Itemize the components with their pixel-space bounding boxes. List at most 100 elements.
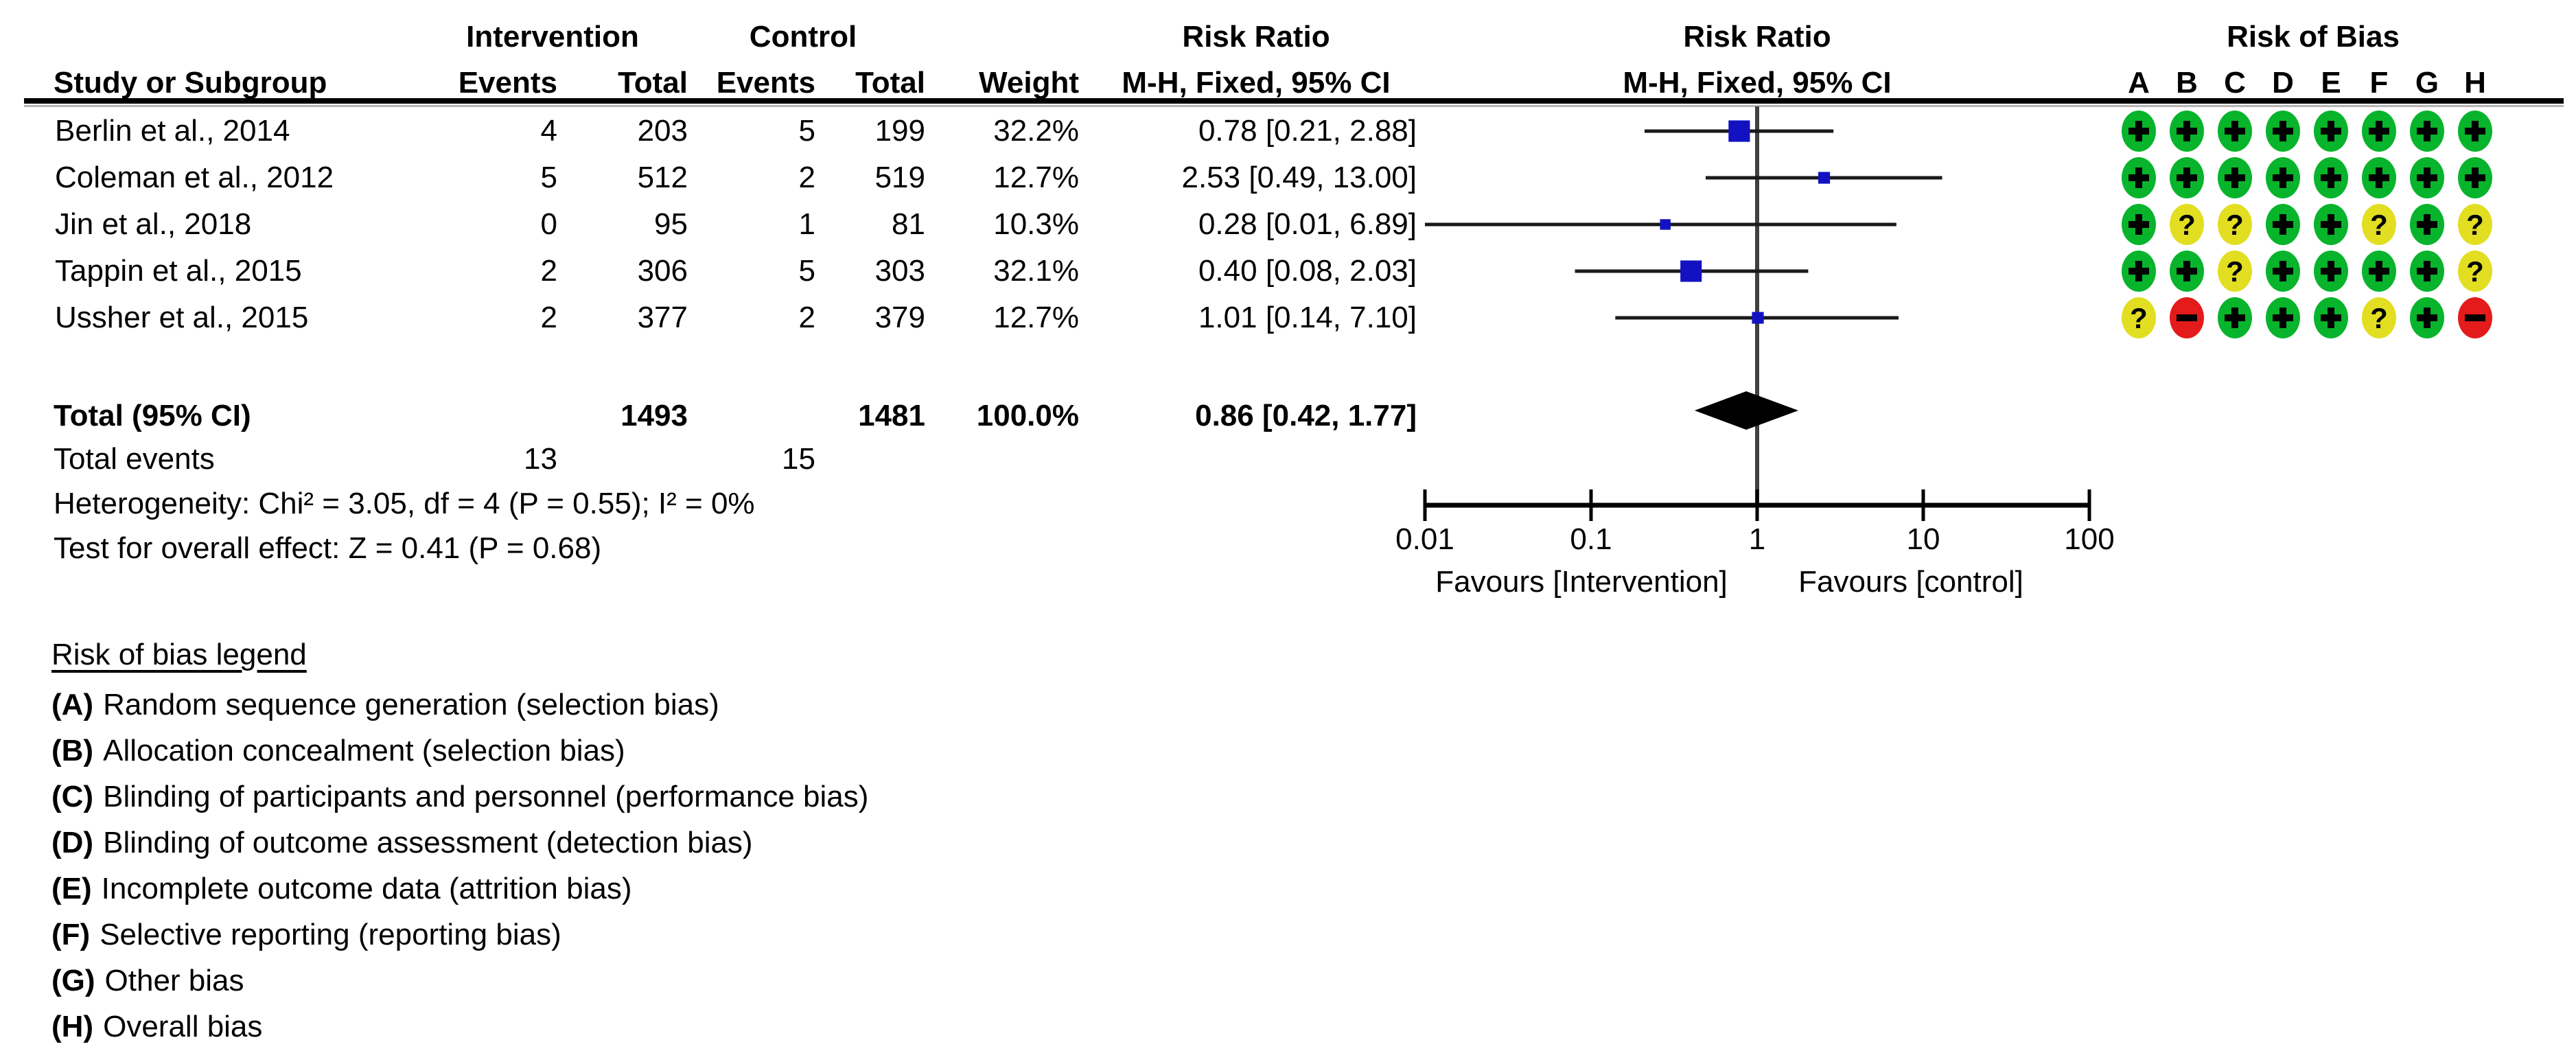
group-header-control: Control: [749, 20, 857, 54]
rob-plus-icon: [2424, 121, 2430, 141]
rob-low-risk-circle: [2170, 251, 2204, 292]
rob-unclear-risk-circle: [2458, 251, 2492, 292]
rob-low-risk-circle: [2266, 111, 2300, 152]
rob-plus-icon: [2328, 121, 2334, 141]
total-rr-ci: 0.86 [0.42, 1.77]: [1195, 399, 1417, 432]
study-cell-total_int: 95: [654, 207, 688, 241]
rob-plus-icon: [2424, 261, 2430, 281]
rob-unclear-risk-circle: [2458, 204, 2492, 245]
rob-unclear-risk-circle: [2362, 204, 2396, 245]
rob-plus-icon: [2225, 128, 2245, 135]
rob-unclear-risk-circle: [2218, 204, 2252, 245]
header-rule-shadow: [24, 105, 2564, 107]
rob-legend-title: Risk of bias legend: [51, 638, 307, 671]
study-cell-events_ctrl: 2: [798, 161, 815, 194]
rob-low-risk-circle: [2362, 251, 2396, 292]
rob-plus-icon: [2279, 167, 2286, 188]
rob-low-risk-circle: [2410, 204, 2444, 245]
x-axis-tick-label: 100: [2064, 522, 2114, 556]
rob-low-risk-circle: [2122, 204, 2156, 245]
rob-legend-item-key: (A): [51, 688, 94, 721]
study-label: Berlin et al., 2014: [55, 114, 290, 148]
rob-plus-icon: [2465, 128, 2485, 135]
rob-low-risk-circle: [2170, 157, 2204, 198]
group-header-intervention: Intervention: [466, 20, 639, 54]
heterogeneity-stats: Heterogeneity: Chi² = 3.05, df = 4 (P = …: [54, 487, 755, 520]
study-cell-events_ctrl: 5: [798, 254, 815, 288]
rob-plus-icon: [2279, 121, 2286, 141]
rob-plus-icon: [2177, 174, 2197, 181]
rob-plus-icon: [2369, 268, 2389, 275]
effect-square: [1660, 219, 1671, 230]
rob-plus-icon: [2369, 174, 2389, 181]
rob-plus-icon: [2369, 128, 2389, 135]
total-weight: 100.0%: [976, 399, 1079, 432]
rob-legend-item: (F) Selective reporting (reporting bias): [51, 918, 561, 951]
rob-plus-icon: [2273, 128, 2293, 135]
rob-plus-icon: [2279, 214, 2286, 235]
rob-plus-icon: [2417, 314, 2437, 321]
effect-square: [1728, 120, 1750, 142]
rob-column-letter: H: [2464, 66, 2486, 100]
rob-plus-icon: [2177, 268, 2197, 275]
x-axis-tick-label: 10: [1907, 522, 1940, 556]
total-events-label: Total events: [54, 442, 215, 476]
rob-unclear-risk-circle: [2170, 204, 2204, 245]
total-events-intervention: 13: [524, 442, 557, 476]
rob-low-risk-circle: [2122, 251, 2156, 292]
rob-plus-icon: [2231, 167, 2238, 188]
rob-plus-icon: [2328, 308, 2334, 328]
study-cell-weight: 12.7%: [993, 301, 1079, 334]
total-row-label: Total (95% CI): [54, 399, 251, 432]
rob-legend-item: (H) Overall bias: [51, 1010, 262, 1043]
rob-question-icon: ?: [2130, 302, 2148, 334]
rob-legend-item-text: Selective reporting (reporting bias): [100, 918, 561, 951]
rob-low-risk-circle: [2410, 297, 2444, 338]
rob-low-risk-circle: [2410, 157, 2444, 198]
rob-legend-item-key: (E): [51, 872, 92, 905]
col-header-study: Study or Subgroup: [54, 66, 327, 100]
study-cell-events_ctrl: 5: [798, 114, 815, 148]
rob-plus-icon: [2279, 308, 2286, 328]
rob-plus-icon: [2424, 214, 2430, 235]
rob-legend-item-text: Allocation concealment (selection bias): [103, 734, 625, 767]
rob-low-risk-circle: [2218, 111, 2252, 152]
rob-question-icon: ?: [2370, 302, 2388, 334]
favours-left-label: Favours [Intervention]: [1435, 565, 1728, 599]
rob-plus-icon: [2135, 167, 2142, 188]
rob-question-icon: ?: [2466, 255, 2484, 288]
rob-question-icon: ?: [2466, 209, 2484, 241]
study-cell-rr_text: 0.40 [0.08, 2.03]: [1198, 254, 1417, 288]
rob-low-risk-circle: [2458, 111, 2492, 152]
study-cell-total_ctrl: 303: [874, 254, 925, 288]
rob-low-risk-circle: [2122, 157, 2156, 198]
rob-legend-item-text: Random sequence generation (selection bi…: [103, 688, 719, 721]
rob-plus-icon: [2376, 121, 2382, 141]
rob-column-letter: F: [2369, 66, 2389, 100]
study-cell-total_ctrl: 379: [874, 301, 925, 334]
study-cell-rr_text: 0.28 [0.01, 6.89]: [1198, 207, 1417, 241]
rob-plus-icon: [2472, 167, 2479, 188]
col-header-total-control: Total: [855, 66, 925, 100]
rob-low-risk-circle: [2362, 157, 2396, 198]
rob-plus-icon: [2128, 128, 2149, 135]
x-axis-tick-label: 0.1: [1570, 522, 1612, 556]
rob-column-letter: D: [2272, 66, 2294, 100]
rob-low-risk-circle: [2314, 157, 2348, 198]
header-rule: [24, 98, 2564, 104]
study-cell-events_ctrl: 1: [798, 207, 815, 241]
study-cell-events_int: 4: [540, 114, 557, 148]
rob-plus-icon: [2231, 121, 2238, 141]
rob-low-risk-circle: [2266, 157, 2300, 198]
rob-plus-icon: [2417, 221, 2437, 228]
rob-unclear-risk-circle: [2218, 251, 2252, 292]
col-header-rr-ci-text: M-H, Fixed, 95% CI: [1122, 66, 1391, 100]
rob-low-risk-circle: [2218, 157, 2252, 198]
study-cell-total_ctrl: 199: [874, 114, 925, 148]
risk-ratio-plot-title: Risk Ratio: [1683, 20, 1831, 54]
rob-plus-icon: [2273, 221, 2293, 228]
rob-low-risk-circle: [2362, 111, 2396, 152]
risk-ratio-text-column-title: Risk Ratio: [1182, 20, 1330, 54]
rob-plus-icon: [2376, 167, 2382, 188]
rob-low-risk-circle: [2266, 297, 2300, 338]
